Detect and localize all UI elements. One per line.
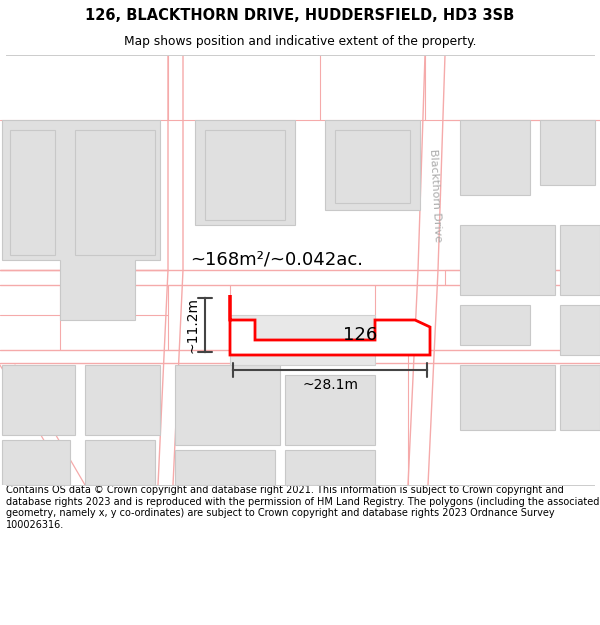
Polygon shape: [460, 365, 555, 430]
Polygon shape: [335, 130, 410, 203]
Text: Contains OS data © Crown copyright and database right 2021. This information is : Contains OS data © Crown copyright and d…: [6, 485, 599, 530]
Polygon shape: [2, 440, 70, 485]
Polygon shape: [285, 450, 375, 485]
Polygon shape: [195, 120, 295, 225]
Polygon shape: [230, 315, 375, 365]
Text: ~28.1m: ~28.1m: [302, 378, 358, 392]
Polygon shape: [85, 365, 160, 435]
Polygon shape: [205, 130, 285, 220]
Polygon shape: [460, 305, 530, 345]
Polygon shape: [325, 120, 420, 210]
Polygon shape: [560, 225, 600, 295]
Text: 126: 126: [343, 326, 377, 344]
Polygon shape: [285, 375, 375, 445]
Polygon shape: [460, 120, 530, 195]
Text: ~11.2m: ~11.2m: [186, 297, 200, 353]
Polygon shape: [85, 440, 155, 485]
Polygon shape: [460, 225, 555, 295]
Polygon shape: [560, 305, 600, 355]
Polygon shape: [2, 365, 75, 435]
Polygon shape: [560, 365, 600, 430]
Polygon shape: [175, 365, 280, 445]
Text: Blackthorn Drive: Blackthorn Drive: [428, 148, 442, 242]
Text: 126, BLACKTHORN DRIVE, HUDDERSFIELD, HD3 3SB: 126, BLACKTHORN DRIVE, HUDDERSFIELD, HD3…: [85, 8, 515, 23]
Polygon shape: [230, 295, 430, 355]
Text: ~168m²/~0.042ac.: ~168m²/~0.042ac.: [190, 251, 363, 269]
Polygon shape: [540, 120, 595, 185]
Polygon shape: [2, 120, 160, 320]
Text: Map shows position and indicative extent of the property.: Map shows position and indicative extent…: [124, 35, 476, 48]
Polygon shape: [75, 130, 155, 255]
Polygon shape: [10, 130, 55, 255]
Polygon shape: [175, 450, 275, 485]
